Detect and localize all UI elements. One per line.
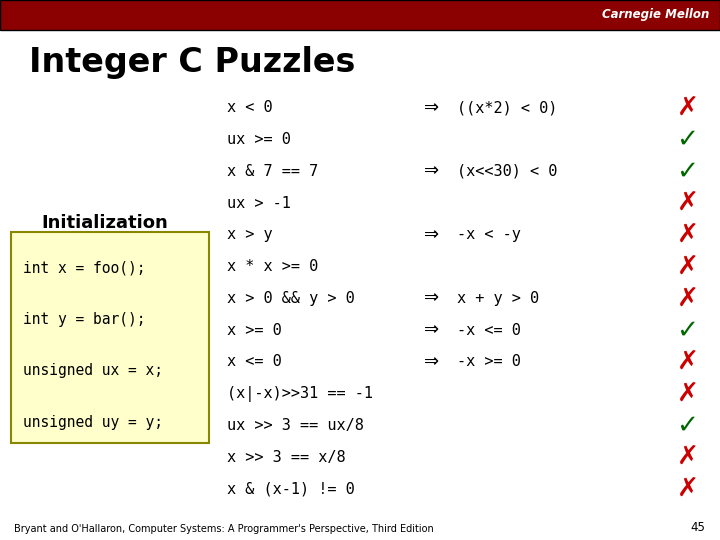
Text: x & 7 == 7: x & 7 == 7 xyxy=(227,164,318,179)
Text: int y = bar();: int y = bar(); xyxy=(23,312,145,327)
Text: x >> 3 == x/8: x >> 3 == x/8 xyxy=(227,450,346,465)
Text: x < 0: x < 0 xyxy=(227,100,272,115)
Text: ux >= 0: ux >= 0 xyxy=(227,132,291,147)
Text: Bryant and O'Hallaron, Computer Systems: A Programmer's Perspective, Third Editi: Bryant and O'Hallaron, Computer Systems:… xyxy=(14,523,434,534)
Text: ✗: ✗ xyxy=(677,444,698,470)
Text: Integer C Puzzles: Integer C Puzzles xyxy=(29,46,355,79)
Text: -x <= 0: -x <= 0 xyxy=(457,322,521,338)
Text: ⇒: ⇒ xyxy=(424,162,440,180)
Text: x & (x-1) != 0: x & (x-1) != 0 xyxy=(227,482,354,496)
Text: ⇒: ⇒ xyxy=(424,289,440,307)
FancyBboxPatch shape xyxy=(11,232,209,443)
Text: (x|-x)>>31 == -1: (x|-x)>>31 == -1 xyxy=(227,386,373,402)
Text: ✗: ✗ xyxy=(677,222,698,248)
FancyBboxPatch shape xyxy=(0,0,720,30)
Text: x <= 0: x <= 0 xyxy=(227,354,282,369)
Text: x + y > 0: x + y > 0 xyxy=(457,291,539,306)
Text: 45: 45 xyxy=(690,521,706,534)
Text: ⇒: ⇒ xyxy=(424,353,440,371)
Text: ✗: ✗ xyxy=(677,254,698,280)
Text: x >= 0: x >= 0 xyxy=(227,322,282,338)
Text: ✗: ✗ xyxy=(677,381,698,407)
Text: int x = foo();: int x = foo(); xyxy=(23,261,145,276)
Text: ✗: ✗ xyxy=(677,285,698,312)
Text: ✓: ✓ xyxy=(677,317,698,343)
Text: unsigned uy = y;: unsigned uy = y; xyxy=(23,415,163,430)
Text: ✗: ✗ xyxy=(677,476,698,502)
Text: ✓: ✓ xyxy=(677,158,698,184)
Text: ✗: ✗ xyxy=(677,94,698,120)
Text: ⇒: ⇒ xyxy=(424,321,440,339)
Text: x > y: x > y xyxy=(227,227,272,242)
Text: unsigned ux = x;: unsigned ux = x; xyxy=(23,363,163,379)
Text: ⇒: ⇒ xyxy=(424,226,440,244)
Text: Initialization: Initialization xyxy=(41,214,168,232)
Text: x * x >= 0: x * x >= 0 xyxy=(227,259,318,274)
Text: -x >= 0: -x >= 0 xyxy=(457,354,521,369)
Text: ✗: ✗ xyxy=(677,190,698,216)
Text: (x<<30) < 0: (x<<30) < 0 xyxy=(457,164,557,179)
Text: ✗: ✗ xyxy=(677,349,698,375)
Text: ✓: ✓ xyxy=(677,413,698,438)
Text: ux > -1: ux > -1 xyxy=(227,195,291,211)
Text: x > 0 && y > 0: x > 0 && y > 0 xyxy=(227,291,354,306)
Text: -x < -y: -x < -y xyxy=(457,227,521,242)
Text: Carnegie Mellon: Carnegie Mellon xyxy=(602,8,709,22)
Text: ✓: ✓ xyxy=(677,126,698,152)
Text: ux >> 3 == ux/8: ux >> 3 == ux/8 xyxy=(227,418,364,433)
Text: ((x*2) < 0): ((x*2) < 0) xyxy=(457,100,557,115)
Text: ⇒: ⇒ xyxy=(424,99,440,117)
